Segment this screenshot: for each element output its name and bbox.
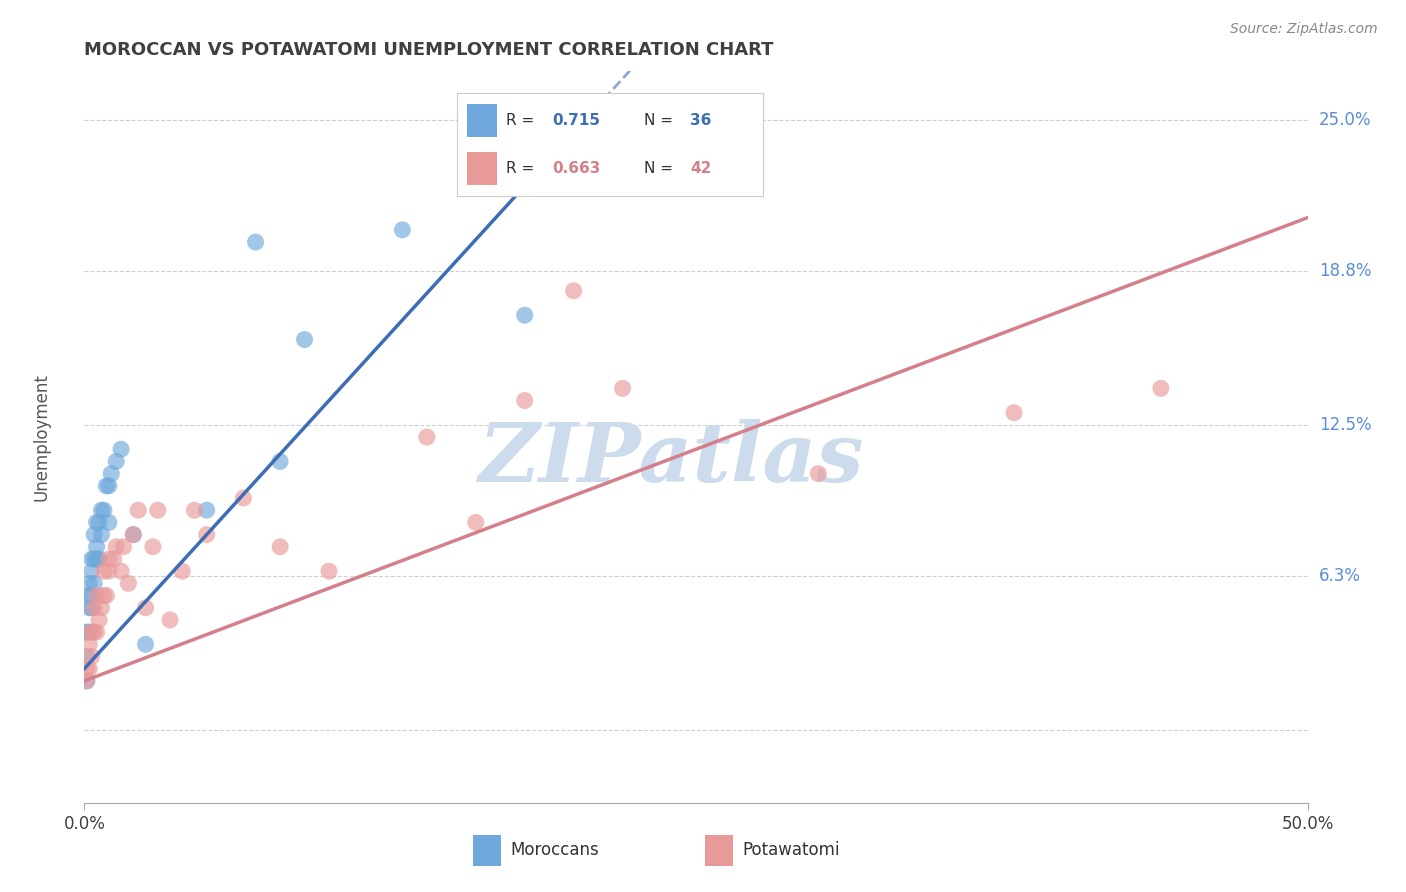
Point [105,454,128,468]
Point [76,673,98,688]
Text: 12.5%: 12.5% [1319,416,1371,434]
Point [513,308,536,322]
Point [76,662,98,676]
Point [122,527,145,541]
Point [105,540,128,554]
Point [391,223,413,237]
Point [103,552,125,566]
Point [232,491,254,505]
Point [612,381,634,395]
Point [87,516,110,530]
Point [1002,406,1025,420]
Point [146,503,169,517]
Point [77,576,100,591]
Point [195,503,218,517]
Point [77,625,100,640]
Point [80,552,103,566]
Point [807,467,830,481]
Point [87,613,110,627]
Point [83,552,105,566]
Point [93,503,115,517]
Point [86,552,108,566]
Point [513,393,536,408]
Point [110,564,132,578]
Point [83,576,105,591]
Point [86,516,108,530]
Point [96,479,118,493]
Point [87,552,110,566]
Point [90,600,112,615]
Point [86,589,108,603]
Point [142,540,165,554]
Point [100,467,122,481]
Point [172,564,194,578]
Point [90,527,112,541]
Point [80,625,103,640]
Point [97,516,120,530]
Text: 6.3%: 6.3% [1319,567,1361,585]
Point [76,649,98,664]
Point [96,589,118,603]
Point [97,479,120,493]
Point [77,662,100,676]
Point [80,649,103,664]
Point [83,600,105,615]
Point [80,589,103,603]
Point [1150,381,1173,395]
Point [97,552,120,566]
Point [562,284,585,298]
Point [127,503,149,517]
Point [86,540,108,554]
Point [86,625,108,640]
Point [77,600,100,615]
Point [269,540,291,554]
Point [464,516,486,530]
Point [416,430,439,444]
Point [122,527,145,541]
Text: ZIPatlas: ZIPatlas [479,419,865,499]
Point [97,564,120,578]
Point [93,589,115,603]
Point [195,527,218,541]
Point [110,442,132,457]
Text: Source: ZipAtlas.com: Source: ZipAtlas.com [1230,22,1378,37]
Point [135,637,157,651]
Point [183,503,205,517]
Point [90,503,112,517]
Point [76,625,98,640]
Point [77,637,100,651]
Point [294,333,316,347]
Text: Unemployment: Unemployment [32,373,51,501]
Text: 25.0%: 25.0% [1319,112,1371,129]
Point [135,600,157,615]
Point [245,235,267,249]
Text: 18.8%: 18.8% [1319,262,1371,280]
Point [112,540,135,554]
Point [83,625,105,640]
Point [76,673,98,688]
Point [117,576,139,591]
Point [93,564,115,578]
Point [159,613,181,627]
Point [80,600,103,615]
Point [269,454,291,468]
Point [77,589,100,603]
Point [83,527,105,541]
Text: MOROCCAN VS POTAWATOMI UNEMPLOYMENT CORRELATION CHART: MOROCCAN VS POTAWATOMI UNEMPLOYMENT CORR… [84,41,773,59]
Point [80,564,103,578]
Point [318,564,340,578]
